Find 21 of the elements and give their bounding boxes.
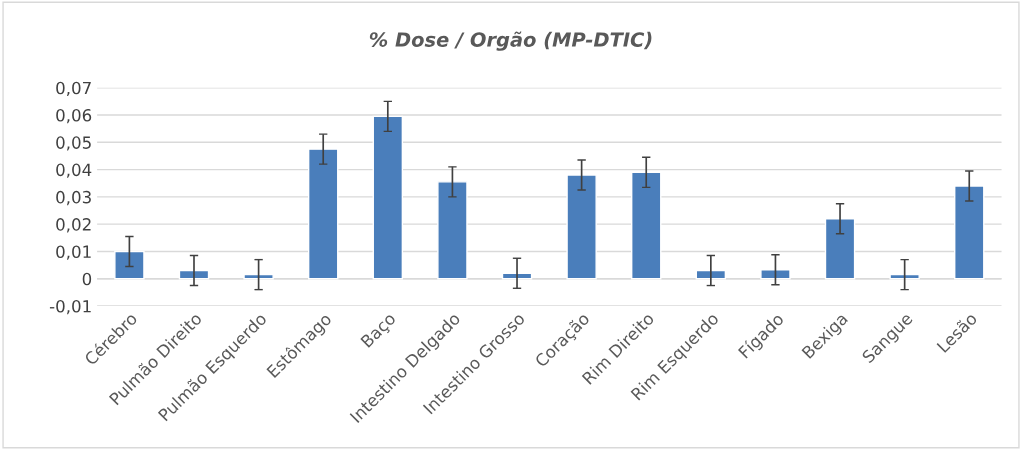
bar [954, 185, 985, 280]
bar [824, 218, 856, 280]
chart-title: % Dose / Orgão (MP-DTIC) [369, 31, 652, 51]
y-tick-label: 0,01 [56, 245, 91, 260]
bar [114, 250, 145, 280]
bar [760, 269, 791, 280]
bar [566, 174, 597, 280]
bar [307, 148, 339, 280]
bar [437, 181, 468, 280]
bar [243, 273, 274, 280]
y-tick-label: 0,04 [56, 163, 92, 178]
y-tick-label: 0,05 [56, 136, 91, 151]
y-tick-label: 0,03 [56, 190, 91, 206]
y-tick-label: -0,01 [49, 299, 91, 315]
y-tick-label: 0,02 [56, 218, 91, 233]
y-tick-label: 0 [82, 272, 92, 286]
y-tick-label: 0,07 [56, 81, 91, 97]
bar [372, 115, 404, 280]
bar [889, 273, 920, 280]
y-tick-label: 0,06 [56, 108, 92, 124]
bar [631, 171, 662, 280]
